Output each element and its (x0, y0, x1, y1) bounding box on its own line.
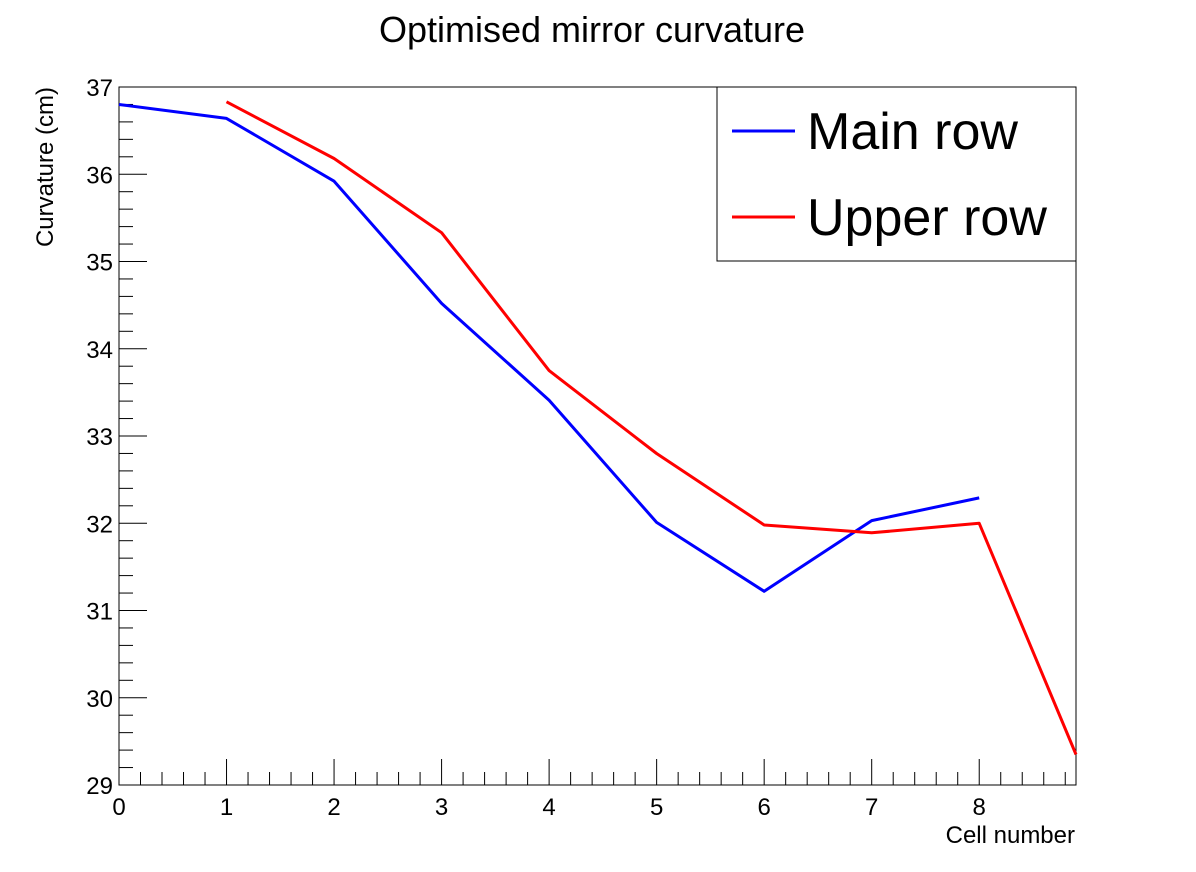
y-tick-label: 36 (86, 162, 113, 189)
x-tick-label: 8 (973, 794, 986, 821)
x-tick-label: 2 (327, 794, 340, 821)
y-axis-label: Curvature (cm) (32, 87, 59, 247)
legend-label-main-row: Main row (807, 103, 1018, 161)
series-line-main-row (118, 103, 980, 593)
x-tick-label: 7 (865, 794, 878, 821)
y-tick-label: 30 (86, 686, 113, 713)
x-tick-label: 6 (757, 794, 770, 821)
y-tick-label: 29 (86, 773, 113, 800)
x-tick-label: 4 (542, 794, 555, 821)
x-tick-label: 5 (650, 794, 663, 821)
y-tick-label: 31 (86, 599, 113, 626)
series-lines (118, 100, 1078, 756)
chart-title: Optimised mirror curvature (379, 9, 805, 50)
legend-label-upper-row: Upper row (807, 189, 1047, 247)
y-tick-label: 35 (86, 250, 113, 277)
y-axis-ticks (119, 86, 147, 786)
x-axis-tick-labels: 0 1 2 3 4 5 6 7 8 (112, 794, 986, 821)
y-tick-label: 37 (86, 75, 113, 102)
series-line-upper-row (225, 100, 1078, 756)
x-tick-label: 0 (112, 794, 125, 821)
y-axis-tick-labels: 29 30 31 32 33 34 35 36 37 (86, 75, 113, 800)
y-tick-label: 32 (86, 511, 113, 538)
legend-box (716, 86, 1077, 262)
x-axis-label: Cell number (946, 822, 1075, 849)
x-tick-label: 3 (435, 794, 448, 821)
legend: Main row Upper row (716, 86, 1077, 262)
x-tick-label: 1 (220, 794, 233, 821)
y-tick-label: 34 (86, 337, 113, 364)
x-axis-ticks (118, 759, 1066, 785)
y-tick-label: 33 (86, 424, 113, 451)
